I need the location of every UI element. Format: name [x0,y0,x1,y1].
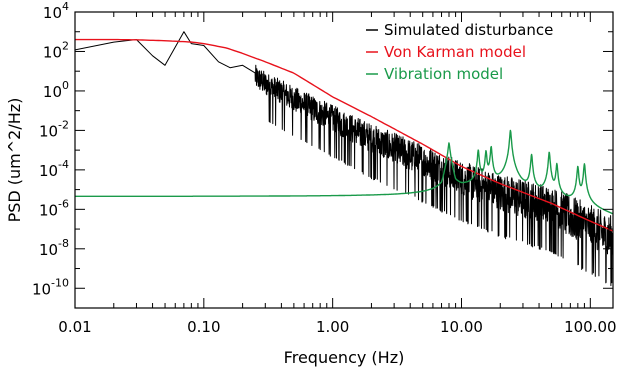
series-line-0 [75,31,613,287]
x-tick-label: 0.10 [187,318,220,336]
x-tick-label: 100.00 [564,318,617,336]
x-tick-label: 0.01 [58,318,91,336]
y-tick-label: 10-6 [39,197,69,219]
series-layer [75,31,613,287]
y-tick-label: 10-10 [32,276,69,298]
y-tick-label: 100 [43,79,69,101]
legend-label-2: Vibration model [384,65,503,83]
legend-label-1: Von Karman model [384,43,526,61]
x-axis-label: Frequency (Hz) [284,348,405,367]
y-tick-label: 10-4 [39,158,69,180]
x-tick-label: 10.00 [440,318,483,336]
legend: Simulated disturbance Von Karman model Vib… [366,21,553,83]
y-tick-label: 10-8 [39,237,69,259]
axes-layer: 0.01 0.10 1.00 10.00 100.00 10-10 10-8 10-6 10-4… [32,0,617,336]
y-tick-label: 102 [43,39,69,61]
y-axis-label: PSD (um^2/Hz) [5,98,24,223]
y-tick-label: 104 [43,0,69,22]
plot-frame [74,11,614,309]
series-line-2 [75,129,613,215]
legend-label-0: Simulated disturbance [384,21,553,39]
x-tick-label: 1.00 [316,318,349,336]
y-tick-label: 10-2 [39,118,69,140]
series-line-1 [75,38,613,232]
